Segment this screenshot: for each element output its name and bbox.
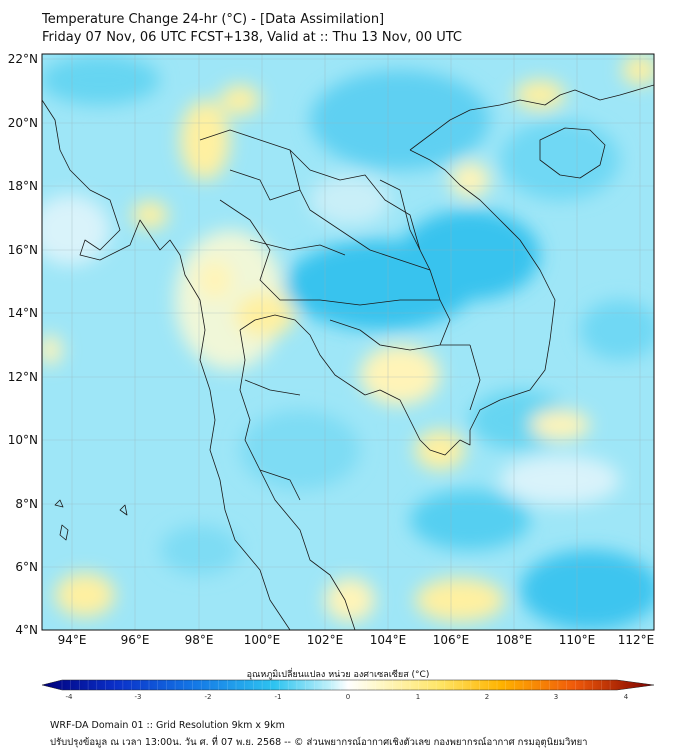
lat-label: 4°N — [15, 623, 38, 637]
lat-label: 18°N — [8, 179, 38, 193]
model-info: WRF-DA Domain 01 :: Grid Resolution 9km … — [50, 720, 285, 731]
lon-label: 106°E — [433, 633, 470, 647]
colorbar: -4 -3 -2 -1 0 1 2 3 4 — [41, 679, 655, 700]
colorbar-tick: 4 — [624, 693, 629, 700]
colorbar-tick: -4 — [66, 693, 74, 700]
lon-label: 98°E — [185, 633, 214, 647]
gridlines — [42, 54, 654, 630]
lat-label: 20°N — [8, 116, 38, 130]
lon-label: 108°E — [496, 633, 533, 647]
colorbar-tick: 2 — [485, 693, 489, 700]
colorbar-tick: 0 — [346, 693, 350, 700]
credit-text: ปรับปรุงข้อมูล ณ เวลา 13:00น. วัน ศ. ที่… — [50, 737, 588, 748]
colorbar-tick: 1 — [416, 693, 420, 700]
map-figure: 22°N 20°N 18°N 16°N 14°N 12°N 10°N 8°N 6… — [8, 52, 655, 700]
lon-label: 94°E — [58, 633, 87, 647]
coastlines — [42, 84, 654, 630]
map-title: Temperature Change 24-hr (°C) - [Data As… — [42, 12, 385, 27]
colorbar-scale — [41, 679, 655, 691]
map-frame — [41, 53, 655, 631]
latitude-axis: 22°N 20°N 18°N 16°N 14°N 12°N 10°N 8°N 6… — [8, 52, 38, 637]
lon-label: 104°E — [370, 633, 407, 647]
lon-label: 110°E — [559, 633, 596, 647]
map-subtitle: Friday 07 Nov, 06 UTC FCST+138, Valid at… — [42, 30, 462, 45]
colorbar-title: อุณหภูมิเปลี่ยนแปลง หน่วย องศาเซลเซียส (… — [246, 670, 430, 680]
lat-label: 22°N — [8, 52, 38, 66]
temperature-field — [42, 54, 654, 630]
lon-label: 100°E — [244, 633, 281, 647]
lat-label: 12°N — [8, 370, 38, 384]
colorbar-tick: -1 — [275, 693, 282, 700]
longitude-axis: 94°E 96°E 98°E 100°E 102°E 104°E 106°E 1… — [58, 633, 655, 647]
colorbar-tick: -2 — [205, 693, 212, 700]
lon-label: 96°E — [121, 633, 150, 647]
colorbar-tick: 3 — [554, 693, 558, 700]
lat-label: 8°N — [15, 497, 38, 511]
lon-label: 102°E — [307, 633, 344, 647]
colorbar-tick: -3 — [135, 693, 142, 700]
lat-label: 14°N — [8, 306, 38, 320]
lon-label: 112°E — [618, 633, 655, 647]
lat-label: 6°N — [15, 560, 38, 574]
lat-label: 16°N — [8, 243, 38, 257]
lat-label: 10°N — [8, 433, 38, 447]
